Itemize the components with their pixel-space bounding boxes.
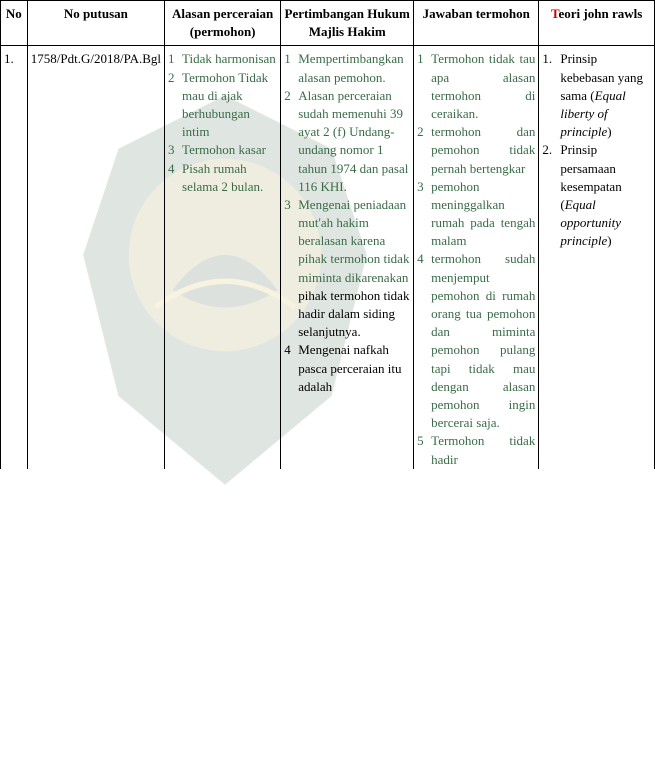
header-teori: Teori john rawls: [539, 1, 655, 46]
item-text: Termohon kasar: [182, 141, 277, 159]
header-teori-rest: eori john rawls: [559, 6, 643, 21]
header-no: No: [1, 1, 28, 46]
list-item: 2. Prinsip persamaan kesempatan (Equal o…: [542, 141, 651, 250]
item-text: Termohon Tidak mau di ajak berhubungan i…: [182, 69, 277, 142]
red-letter: T: [551, 6, 558, 21]
item-num: 1.: [542, 50, 560, 141]
list-item: 1Termohon tidak tau apa alasan termohon …: [417, 50, 535, 123]
item-num: 1: [284, 50, 298, 86]
cell-no: 1.: [1, 46, 28, 469]
item-text: Pisah rumah selama 2 bulan.: [182, 160, 277, 196]
item-num: 3: [168, 141, 182, 159]
list-item: 3Termohon kasar: [168, 141, 277, 159]
table-header-row: No No putusan Alasan perceraian (permoho…: [1, 1, 655, 46]
item-text: Mempertimbangkan alasan pemohon.: [298, 50, 410, 86]
teori-after: ): [607, 233, 611, 248]
list-item: 1Tidak harmonisan: [168, 50, 277, 68]
list-item: 3Mengenai peniadaan mut'ah hakim beralas…: [284, 196, 410, 342]
cell-alasan: 1Tidak harmonisan 2Termohon Tidak mau di…: [165, 46, 281, 469]
item-num: 4: [417, 250, 431, 432]
list-item: 2Alasan perceraian sudah memenuhi 39 aya…: [284, 87, 410, 196]
teori-italic: Equal opportunity principle: [560, 197, 621, 248]
list-item: 1Mempertimbangkan alasan pemohon.: [284, 50, 410, 86]
list-item: 4termohon sudah menjemput pemohon di rum…: [417, 250, 535, 432]
list-item: 3pemohon meninggalkan rumah pada tengah …: [417, 178, 535, 251]
item-num: 2: [284, 87, 298, 196]
cell-putusan: 1758/Pdt.G/2018/PA.Bgl: [27, 46, 164, 469]
header-alasan: Alasan perceraian (permohon): [165, 1, 281, 46]
list-item: 2Termohon Tidak mau di ajak berhubungan …: [168, 69, 277, 142]
list-item: 4Mengenai nafkah pasca perceraian itu ad…: [284, 341, 410, 396]
list-item: 4Pisah rumah selama 2 bulan.: [168, 160, 277, 196]
item-num: 3: [284, 196, 298, 342]
item-text: Termohon tidak hadir: [431, 432, 535, 468]
item-text: Prinsip persamaan kesempatan (Equal oppo…: [560, 141, 651, 250]
item-num: 1: [168, 50, 182, 68]
teori-after: ): [607, 124, 611, 139]
item-num: 4: [168, 160, 182, 196]
cell-teori: 1. Prinsip kebebasan yang sama (Equal li…: [539, 46, 655, 469]
header-putusan: No putusan: [27, 1, 164, 46]
item-text: pemohon meninggalkan rumah pada tengah m…: [431, 178, 535, 251]
list-item: 5Termohon tidak hadir: [417, 432, 535, 468]
item-text: termohon dan pemohon tidak pernah berten…: [431, 123, 535, 178]
table-row: 1. 1758/Pdt.G/2018/PA.Bgl 1Tidak harmoni…: [1, 46, 655, 469]
item-text: Alasan perceraian sudah memenuhi 39 ayat…: [298, 87, 410, 196]
item-num: 4: [284, 341, 298, 396]
text-green-part: Mengenai peniadaan mut'ah hakim beralasa…: [298, 197, 409, 285]
header-jawaban: Jawaban termohon: [414, 1, 539, 46]
list-item: 2termohon dan pemohon tidak pernah berte…: [417, 123, 535, 178]
item-text: Mengenai nafkah pasca perceraian itu ada…: [298, 341, 410, 396]
item-text: Prinsip kebebasan yang sama (Equal liber…: [560, 50, 651, 141]
item-num: 3: [417, 178, 431, 251]
divorce-case-table: No No putusan Alasan perceraian (permoho…: [0, 0, 655, 469]
cell-pertimbangan: 1Mempertimbangkan alasan pemohon. 2Alasa…: [281, 46, 414, 469]
item-text: termohon sudah menjemput pemohon di ruma…: [431, 250, 535, 432]
item-num: 2: [417, 123, 431, 178]
item-num: 2.: [542, 141, 560, 250]
header-pertimbangan: Pertimbangan Hukum Majlis Hakim: [281, 1, 414, 46]
item-text: Tidak harmonisan: [182, 50, 277, 68]
cell-jawaban: 1Termohon tidak tau apa alasan termohon …: [414, 46, 539, 469]
item-num: 2: [168, 69, 182, 142]
item-text: Mengenai peniadaan mut'ah hakim beralasa…: [298, 196, 410, 342]
item-num: 1: [417, 50, 431, 123]
item-text: Termohon tidak tau apa alasan termohon d…: [431, 50, 535, 123]
text-black-part: pihak termohon tidak hadir dalam siding …: [298, 288, 409, 339]
list-item: 1. Prinsip kebebasan yang sama (Equal li…: [542, 50, 651, 141]
item-num: 5: [417, 432, 431, 468]
